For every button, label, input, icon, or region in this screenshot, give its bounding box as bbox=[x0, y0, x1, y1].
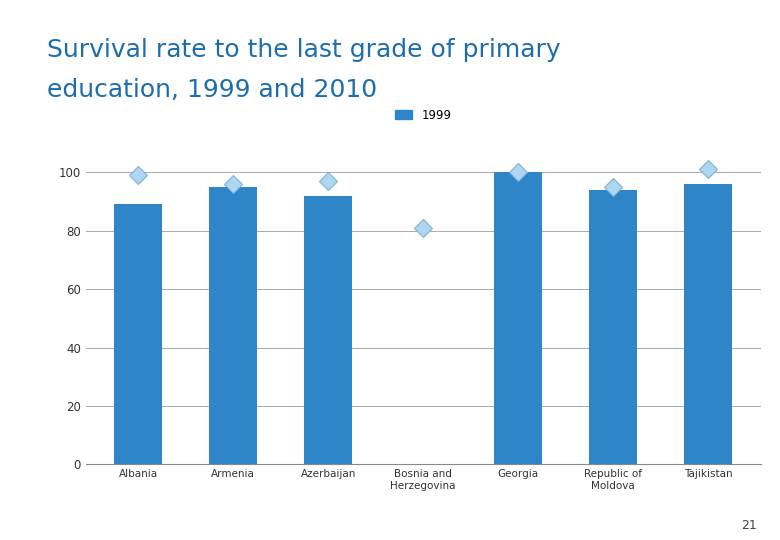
Bar bbox=[209, 187, 257, 464]
Bar bbox=[685, 184, 732, 464]
Legend: 1999: 1999 bbox=[390, 104, 456, 126]
Text: education, 1999 and 2010: education, 1999 and 2010 bbox=[47, 78, 377, 102]
Bar bbox=[495, 172, 542, 464]
Text: Survival rate to the last grade of primary: Survival rate to the last grade of prima… bbox=[47, 38, 560, 62]
Bar bbox=[304, 195, 352, 464]
Bar bbox=[590, 190, 637, 464]
Text: 21: 21 bbox=[741, 519, 757, 532]
Text: UNESCO Institute for Statistics: UNESCO Institute for Statistics bbox=[14, 191, 23, 349]
Bar bbox=[115, 205, 161, 464]
